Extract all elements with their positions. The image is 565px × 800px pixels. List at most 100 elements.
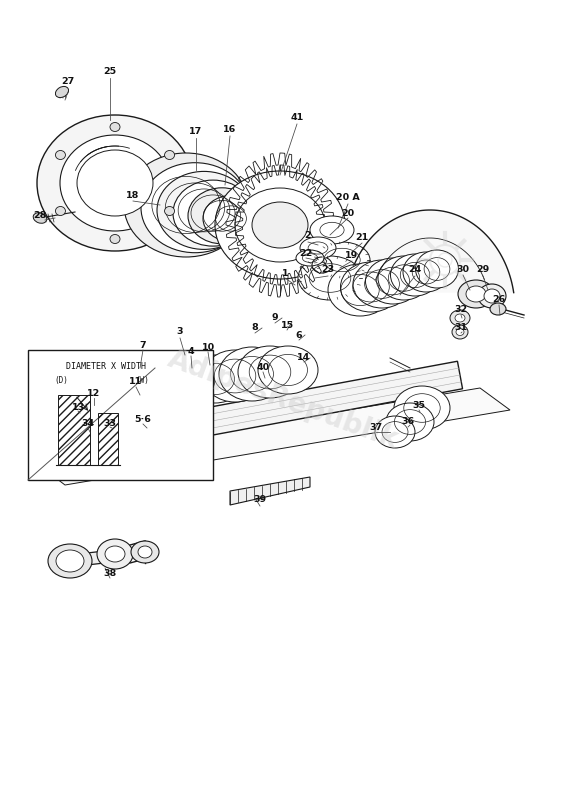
Ellipse shape: [328, 264, 392, 316]
Ellipse shape: [390, 254, 440, 296]
Text: 32: 32: [454, 306, 468, 314]
Ellipse shape: [478, 284, 506, 308]
Ellipse shape: [375, 416, 415, 448]
Text: 38: 38: [103, 570, 116, 578]
Ellipse shape: [55, 86, 68, 98]
Ellipse shape: [252, 202, 308, 248]
Ellipse shape: [450, 310, 470, 326]
Text: 4: 4: [188, 347, 194, 357]
Text: 1: 1: [282, 270, 288, 278]
Text: 26: 26: [492, 295, 506, 305]
Text: 11: 11: [129, 378, 142, 386]
Ellipse shape: [97, 539, 133, 569]
Polygon shape: [230, 477, 310, 505]
Text: 33: 33: [103, 418, 116, 427]
Text: 6: 6: [295, 330, 302, 339]
Ellipse shape: [203, 350, 267, 402]
Ellipse shape: [131, 541, 159, 563]
Text: 34: 34: [81, 419, 94, 429]
Ellipse shape: [84, 427, 96, 437]
Ellipse shape: [456, 329, 464, 335]
Ellipse shape: [296, 250, 324, 266]
Text: 10: 10: [202, 342, 215, 351]
Ellipse shape: [314, 242, 370, 278]
Text: 30: 30: [457, 265, 470, 274]
Text: 13: 13: [71, 402, 85, 411]
Ellipse shape: [55, 150, 66, 159]
Ellipse shape: [55, 206, 66, 215]
Ellipse shape: [298, 256, 362, 300]
Ellipse shape: [48, 544, 92, 578]
Ellipse shape: [403, 252, 449, 292]
Ellipse shape: [173, 180, 253, 246]
Text: 40: 40: [257, 363, 270, 373]
Ellipse shape: [107, 423, 118, 433]
Text: 27: 27: [62, 78, 75, 86]
Text: 8: 8: [251, 323, 258, 333]
Text: 20 A: 20 A: [336, 194, 360, 202]
Ellipse shape: [143, 359, 207, 411]
Ellipse shape: [458, 280, 494, 308]
Ellipse shape: [66, 402, 94, 424]
Ellipse shape: [452, 325, 468, 339]
Ellipse shape: [97, 365, 173, 425]
Text: 36: 36: [402, 418, 415, 426]
Text: 37: 37: [370, 422, 383, 431]
Ellipse shape: [300, 237, 336, 259]
Text: (D): (D): [54, 376, 68, 385]
Ellipse shape: [37, 115, 193, 251]
Ellipse shape: [165, 358, 225, 406]
Ellipse shape: [164, 206, 175, 215]
Ellipse shape: [378, 256, 430, 300]
Bar: [98, 413, 118, 465]
Ellipse shape: [157, 171, 251, 250]
Ellipse shape: [120, 362, 190, 418]
Ellipse shape: [215, 171, 345, 279]
Ellipse shape: [137, 420, 157, 436]
Text: 29: 29: [476, 266, 490, 274]
Ellipse shape: [490, 303, 506, 315]
Ellipse shape: [484, 289, 500, 303]
Text: 18: 18: [127, 190, 140, 199]
Text: 25: 25: [103, 67, 116, 77]
Ellipse shape: [138, 546, 152, 558]
Ellipse shape: [142, 424, 152, 432]
Ellipse shape: [76, 427, 104, 437]
Ellipse shape: [124, 153, 248, 257]
Text: 20: 20: [341, 209, 355, 218]
Ellipse shape: [258, 346, 318, 394]
Ellipse shape: [164, 150, 175, 159]
Text: 19: 19: [345, 250, 359, 259]
Text: 24: 24: [408, 266, 421, 274]
Ellipse shape: [455, 314, 465, 322]
Ellipse shape: [86, 394, 106, 410]
Text: 15: 15: [280, 321, 294, 330]
Ellipse shape: [77, 150, 153, 216]
Text: 5·6: 5·6: [134, 415, 151, 425]
Ellipse shape: [111, 376, 159, 414]
Text: 31: 31: [454, 323, 468, 333]
Ellipse shape: [341, 262, 402, 312]
Ellipse shape: [141, 162, 249, 253]
Text: 41: 41: [290, 114, 303, 122]
Ellipse shape: [188, 188, 256, 244]
Text: 22: 22: [299, 249, 312, 258]
Ellipse shape: [310, 216, 354, 244]
Ellipse shape: [110, 234, 120, 243]
Text: 9: 9: [272, 314, 279, 322]
Ellipse shape: [203, 195, 259, 242]
Text: 3: 3: [177, 327, 183, 337]
Ellipse shape: [386, 403, 434, 441]
Polygon shape: [35, 388, 510, 485]
Ellipse shape: [415, 250, 459, 288]
Text: 2: 2: [305, 231, 311, 241]
Ellipse shape: [366, 258, 420, 304]
Ellipse shape: [122, 385, 148, 405]
Text: 17: 17: [189, 127, 203, 137]
Ellipse shape: [219, 347, 285, 401]
Bar: [58, 395, 90, 465]
Ellipse shape: [60, 135, 170, 231]
Text: 39: 39: [254, 495, 267, 505]
Text: 16: 16: [223, 126, 237, 134]
Polygon shape: [346, 210, 514, 293]
